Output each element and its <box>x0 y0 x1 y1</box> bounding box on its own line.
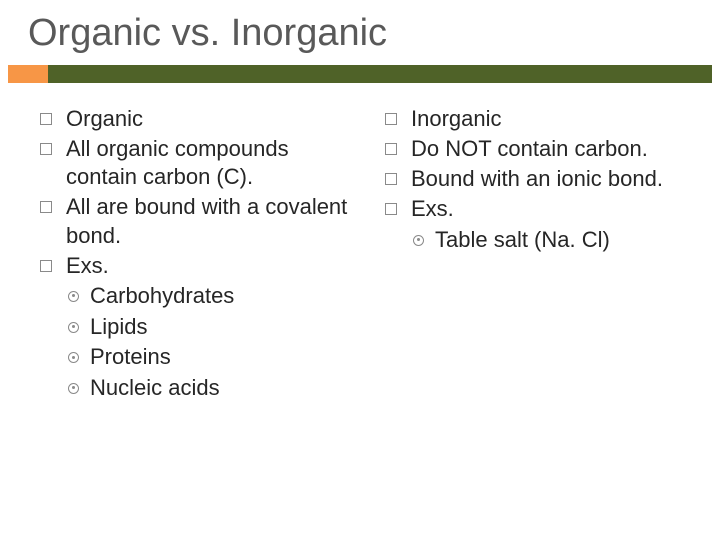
list-item: All organic compounds contain carbon (C)… <box>40 135 357 191</box>
list-item: Exs. Carbohydrates Lipids Proteins Nucle… <box>40 252 357 403</box>
list-item-label: Exs. <box>66 253 109 278</box>
content-area: Organic All organic compounds contain ca… <box>0 83 720 404</box>
list-item: Do NOT contain carbon. <box>385 135 702 163</box>
list-item: Inorganic <box>385 105 702 133</box>
sub-list-item: Nucleic acids <box>66 374 357 403</box>
list-item: Bound with an ionic bond. <box>385 165 702 193</box>
right-column: Inorganic Do NOT contain carbon. Bound w… <box>381 105 702 404</box>
list-item: All are bound with a covalent bond. <box>40 193 357 249</box>
left-column: Organic All organic compounds contain ca… <box>40 105 381 404</box>
slide-title: Organic vs. Inorganic <box>0 0 720 65</box>
list-item-label: Exs. <box>411 196 454 221</box>
sub-list-item: Proteins <box>66 343 357 372</box>
accent-bar <box>8 65 712 83</box>
sub-list-item: Carbohydrates <box>66 282 357 311</box>
sub-list-item: Lipids <box>66 313 357 342</box>
list-item: Organic <box>40 105 357 133</box>
sub-list-item: Table salt (Na. Cl) <box>411 226 702 255</box>
accent-highlight <box>8 65 48 83</box>
list-item: Exs. Table salt (Na. Cl) <box>385 195 702 254</box>
